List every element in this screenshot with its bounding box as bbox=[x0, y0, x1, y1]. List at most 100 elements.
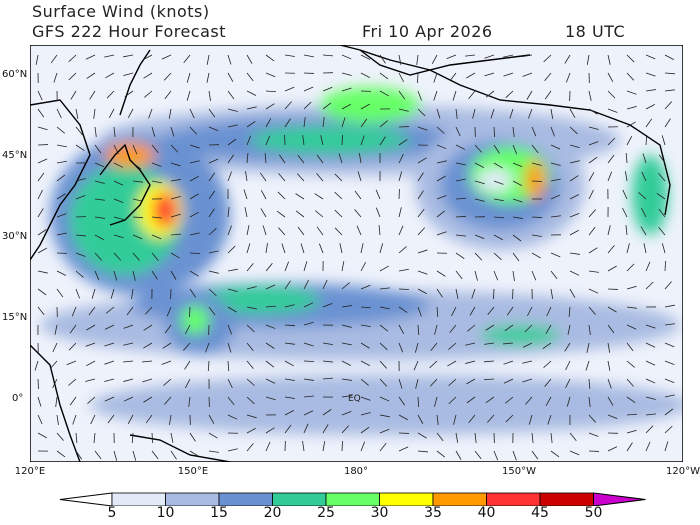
wind-barb bbox=[417, 190, 424, 200]
wind-barb bbox=[37, 189, 43, 200]
wind-barb bbox=[586, 54, 590, 65]
wind-barb bbox=[75, 178, 86, 182]
wind-barb bbox=[588, 126, 599, 130]
wind-barb bbox=[322, 342, 333, 345]
wind-barb bbox=[278, 173, 286, 182]
wind-barb bbox=[645, 396, 656, 400]
wind-barb bbox=[94, 450, 102, 460]
wind-barb bbox=[493, 288, 495, 300]
wind-barb bbox=[664, 281, 672, 290]
wind-barb bbox=[656, 193, 666, 200]
wind-barb bbox=[588, 172, 595, 182]
wind-barb bbox=[189, 211, 199, 218]
wind-barb bbox=[265, 103, 275, 110]
wind-barb bbox=[303, 86, 314, 92]
wind-barb bbox=[303, 117, 306, 128]
wind-barb bbox=[164, 396, 172, 405]
wind-barb bbox=[227, 245, 236, 254]
wind-barb bbox=[143, 324, 153, 331]
wind-barb bbox=[94, 234, 104, 241]
wind-barb bbox=[506, 306, 514, 316]
wind-barb bbox=[148, 108, 153, 119]
colorbar-segment-high bbox=[593, 492, 646, 506]
wind-barb bbox=[151, 144, 159, 154]
wind-barb bbox=[113, 270, 118, 281]
wind-barb bbox=[265, 305, 276, 308]
wind-barb bbox=[208, 432, 218, 439]
wind-barb bbox=[565, 360, 571, 371]
wind-barb bbox=[314, 193, 324, 200]
wind-barb bbox=[303, 378, 314, 381]
wind-barb bbox=[244, 207, 248, 218]
wind-barb bbox=[568, 306, 571, 317]
wind-barb bbox=[296, 173, 305, 182]
wind-barb bbox=[661, 243, 666, 254]
wind-barb bbox=[466, 72, 476, 79]
wind-barb bbox=[566, 396, 571, 407]
wind-barb bbox=[183, 54, 191, 64]
wind-barb bbox=[398, 171, 403, 182]
wind-barb bbox=[626, 285, 637, 290]
wind-barb bbox=[278, 154, 286, 164]
wind-barb bbox=[607, 378, 612, 389]
wind-barb bbox=[55, 396, 58, 407]
wind-barb bbox=[512, 162, 523, 168]
colorbar-label: 5 bbox=[107, 505, 117, 521]
wind-barb bbox=[207, 360, 210, 372]
wind-barb bbox=[550, 108, 554, 119]
wind-barb bbox=[284, 396, 295, 399]
wind-barb bbox=[467, 324, 476, 332]
wind-barb bbox=[493, 234, 503, 241]
wind-barb bbox=[417, 249, 428, 254]
wind-barb bbox=[522, 378, 533, 383]
wind-barb bbox=[260, 208, 267, 218]
wind-barb bbox=[607, 90, 616, 99]
wind-barb bbox=[163, 378, 172, 386]
wind-barb bbox=[208, 108, 216, 118]
wind-barb bbox=[208, 90, 211, 101]
wind-barb bbox=[378, 225, 381, 236]
wind-barb bbox=[375, 189, 381, 200]
wind-barb bbox=[37, 126, 48, 131]
wind-barb bbox=[169, 414, 172, 425]
wind-barb bbox=[531, 180, 543, 182]
wind-barb bbox=[302, 135, 305, 146]
wind-barb bbox=[474, 450, 482, 460]
wind-barb bbox=[360, 378, 369, 386]
wind-barb bbox=[37, 270, 48, 274]
wind-barb bbox=[588, 414, 597, 423]
wind-barb bbox=[569, 270, 580, 276]
wind-barb bbox=[664, 101, 672, 110]
wind-barb bbox=[208, 126, 219, 132]
wind-barb bbox=[264, 153, 267, 164]
wind-barb bbox=[113, 144, 119, 155]
wind-barb bbox=[512, 198, 523, 203]
wind-barb bbox=[316, 173, 324, 182]
wind-barb bbox=[68, 378, 77, 386]
wind-barb bbox=[144, 90, 153, 98]
wind-barb bbox=[379, 265, 389, 272]
equator-label: EQ bbox=[348, 394, 361, 404]
wind-barb bbox=[104, 396, 115, 402]
wind-barb bbox=[56, 213, 67, 218]
wind-barb bbox=[189, 306, 191, 318]
wind-barb bbox=[52, 342, 58, 353]
wind-barb bbox=[246, 360, 254, 369]
wind-barb bbox=[208, 270, 219, 274]
wind-barb bbox=[493, 270, 499, 281]
wind-barb bbox=[607, 306, 617, 313]
wind-barb bbox=[547, 414, 552, 425]
wind-barb bbox=[90, 414, 96, 425]
wind-barb bbox=[341, 360, 352, 366]
wind-barb bbox=[455, 126, 461, 137]
wind-barb bbox=[132, 144, 138, 155]
wind-barb bbox=[227, 138, 237, 146]
wind-barb bbox=[626, 324, 637, 330]
wind-barb bbox=[379, 428, 390, 434]
wind-barb bbox=[474, 270, 478, 281]
wind-barb bbox=[564, 54, 571, 64]
wind-barb bbox=[162, 342, 172, 349]
wind-barb bbox=[246, 378, 255, 386]
wind-barb bbox=[123, 72, 134, 76]
lat-label: 0° bbox=[12, 393, 24, 404]
